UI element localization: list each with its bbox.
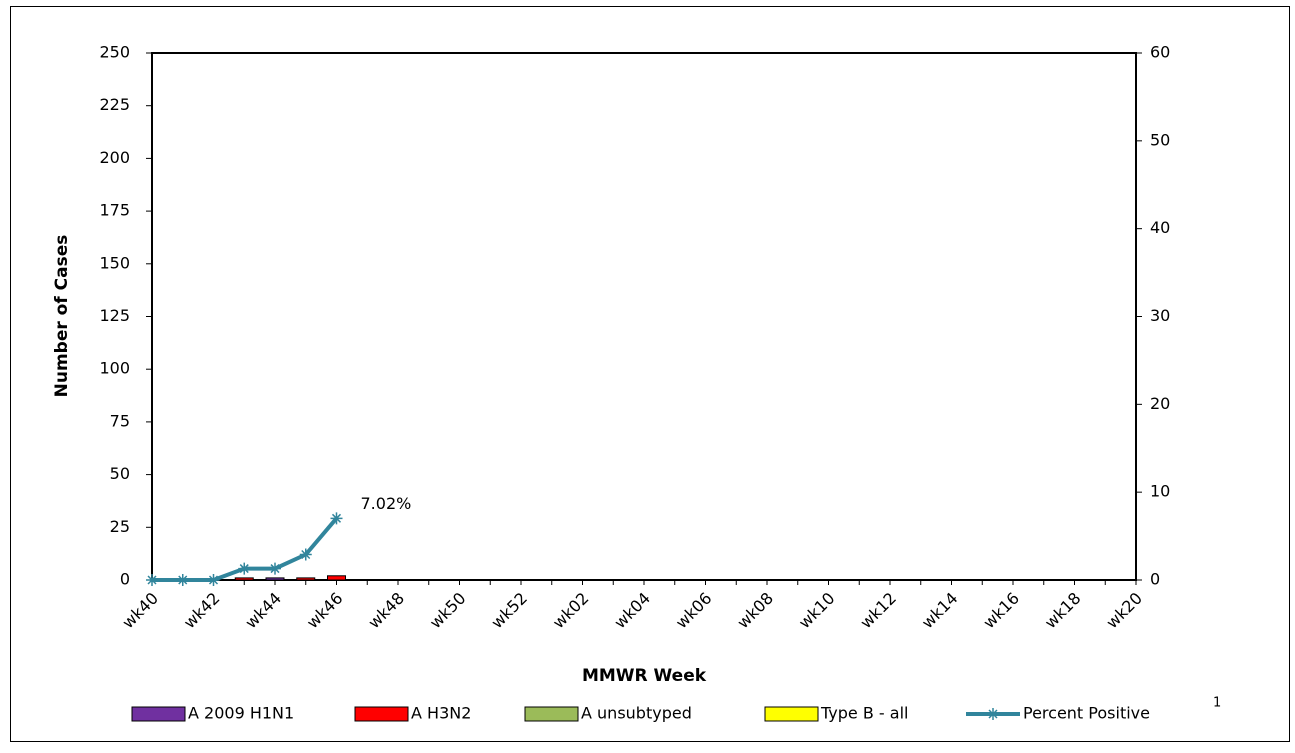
marker bbox=[238, 562, 251, 575]
y-tick-label: 0 bbox=[120, 570, 130, 589]
y-tick-label: 25 bbox=[110, 517, 130, 536]
y2-tick-label: 40 bbox=[1150, 218, 1170, 237]
legend-swatch bbox=[764, 706, 819, 722]
y2-tick-label: 20 bbox=[1150, 394, 1170, 413]
marker bbox=[146, 574, 158, 586]
y2-tick-label: 0 bbox=[1150, 570, 1160, 589]
plot-area bbox=[151, 52, 1137, 581]
marker bbox=[176, 574, 189, 586]
y-tick-label: 125 bbox=[99, 306, 130, 325]
marker bbox=[330, 512, 343, 525]
y-tick-label: 250 bbox=[99, 43, 130, 62]
y2-tick-label: 30 bbox=[1150, 306, 1170, 325]
bar bbox=[265, 577, 285, 581]
bar bbox=[234, 577, 254, 581]
y-tick-label: 200 bbox=[99, 148, 130, 167]
y-tick-label: 75 bbox=[110, 411, 130, 430]
legend-label: A H3N2 bbox=[411, 704, 471, 723]
y-tick-label: 175 bbox=[99, 201, 130, 220]
y-axis-title: Number of Cases bbox=[52, 235, 72, 398]
legend-swatch bbox=[524, 706, 579, 722]
legend-swatch bbox=[354, 706, 409, 722]
legend-label: Percent Positive bbox=[1023, 704, 1150, 723]
legend-label: A unsubtyped bbox=[581, 704, 692, 723]
marker bbox=[207, 574, 220, 586]
y-tick-label: 100 bbox=[99, 359, 130, 378]
marker bbox=[299, 548, 312, 561]
legend-label: Type B - all bbox=[820, 704, 908, 723]
y2-tick-label: 50 bbox=[1150, 130, 1170, 149]
x-axis-title: MMWR Week bbox=[582, 666, 707, 686]
data-label: 7.02% bbox=[361, 494, 412, 513]
y-tick-label: 150 bbox=[99, 253, 130, 272]
marker bbox=[269, 562, 281, 575]
legend-marker bbox=[987, 708, 999, 720]
y2-tick-label: 10 bbox=[1150, 482, 1170, 501]
bar bbox=[296, 577, 316, 581]
y-tick-label: 225 bbox=[99, 95, 130, 114]
annotation: 1 bbox=[1213, 696, 1221, 711]
y-tick-label: 50 bbox=[110, 464, 130, 483]
legend-label: A 2009 H1N1 bbox=[188, 704, 294, 723]
bar bbox=[327, 575, 346, 581]
legend-swatch bbox=[131, 706, 186, 722]
y2-tick-label: 60 bbox=[1150, 43, 1170, 62]
